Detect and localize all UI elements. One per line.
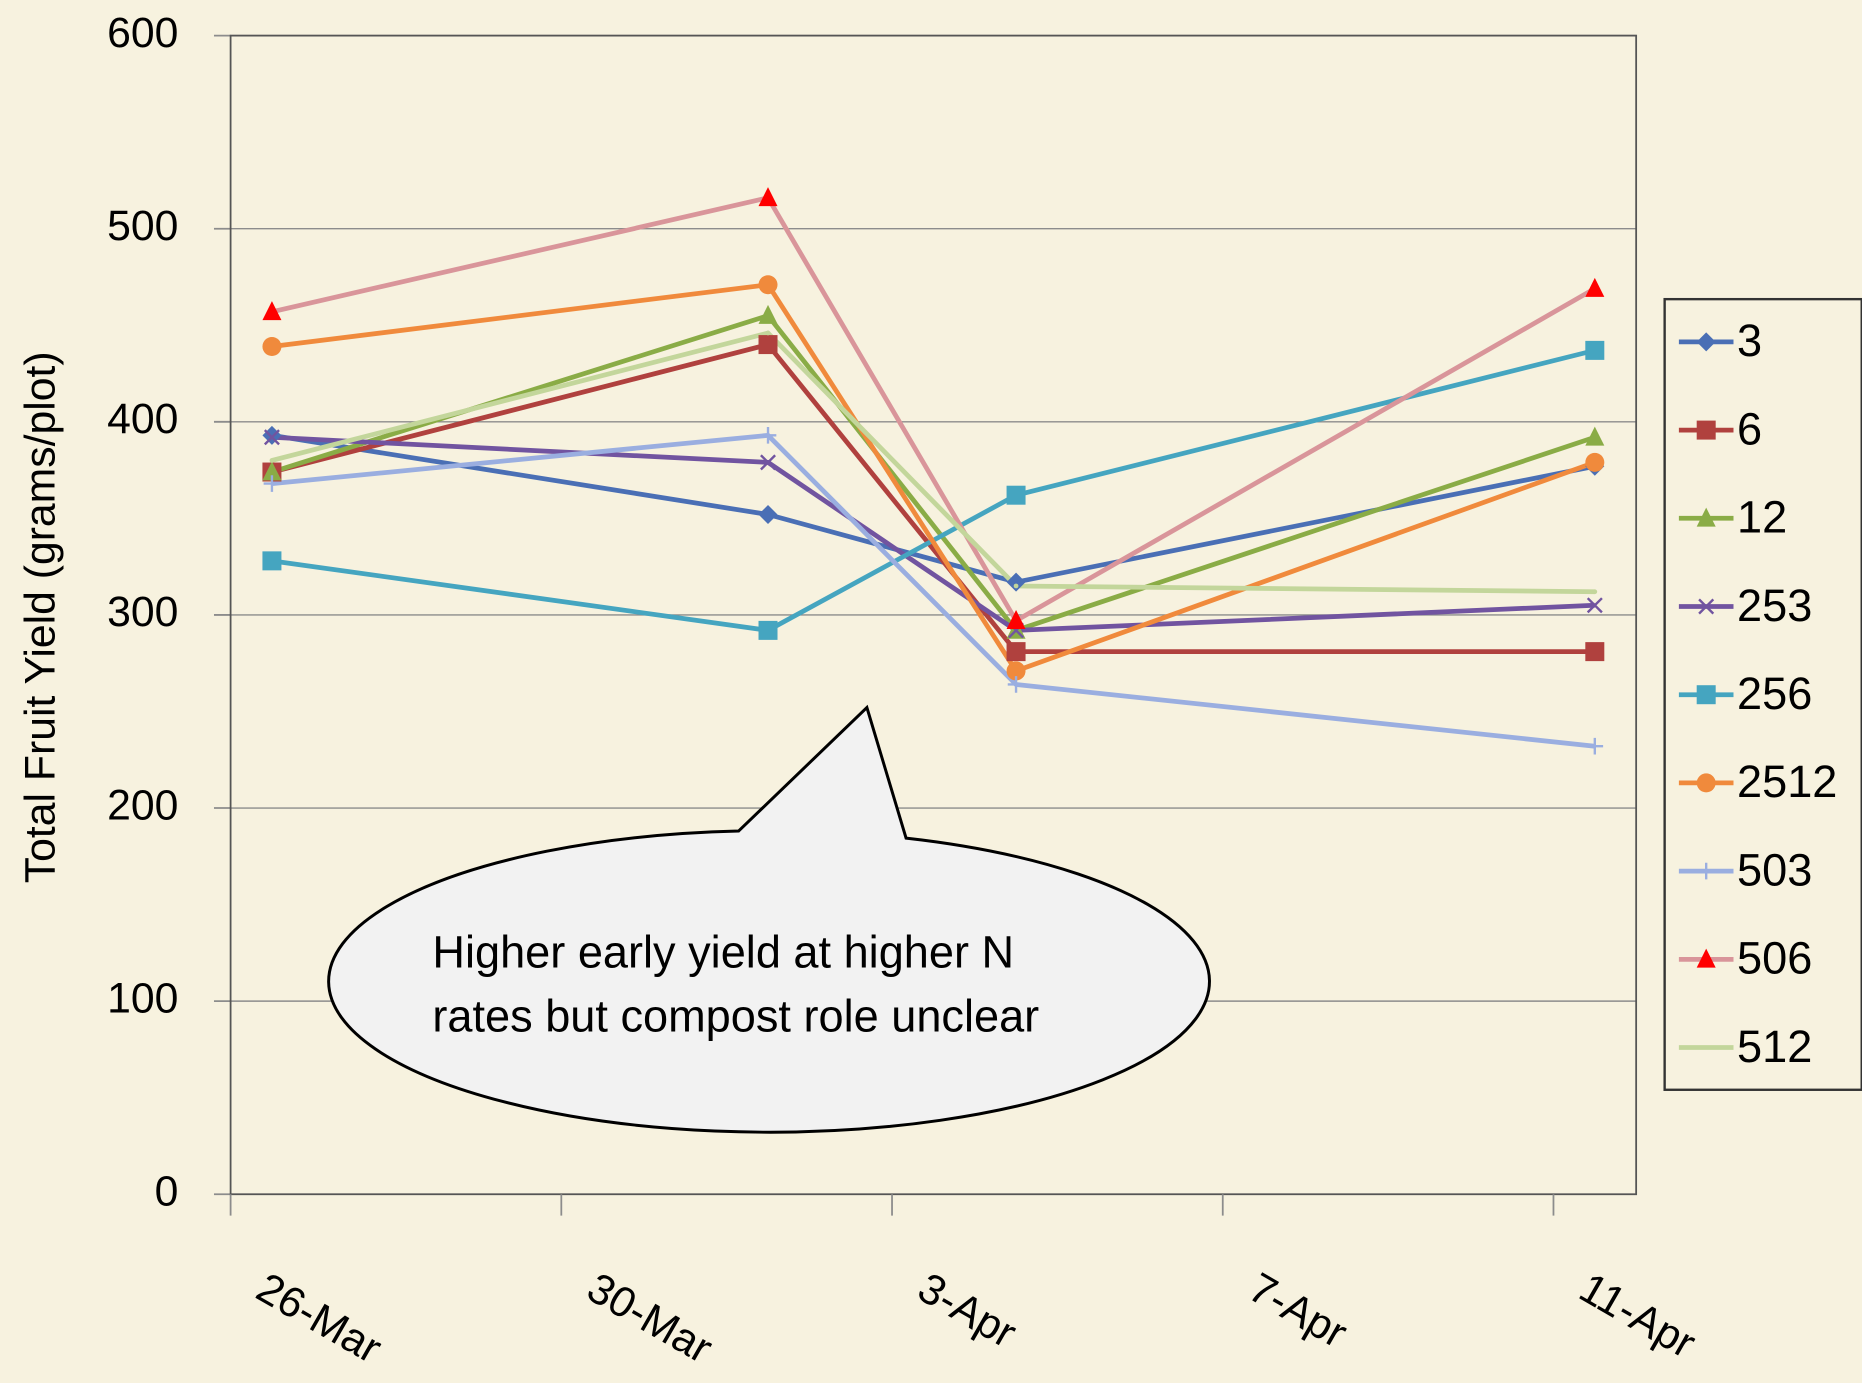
series-line (271, 195, 1596, 624)
point (1586, 737, 1604, 755)
series-line (271, 282, 1596, 674)
point (1006, 485, 1026, 505)
point (262, 337, 282, 357)
legend-label: 3 (1737, 315, 1762, 366)
legend-label: 2512 (1737, 756, 1837, 807)
legend-marker (1696, 332, 1716, 352)
point (1013, 583, 1019, 589)
y-tick-label: 500 (107, 202, 178, 250)
series-line (271, 342, 1595, 654)
series-line (271, 330, 1595, 595)
point (758, 187, 778, 207)
point (1585, 340, 1605, 360)
y-tick-label: 200 (107, 781, 178, 829)
point (1585, 642, 1605, 662)
legend-marker (1696, 507, 1716, 527)
legend-marker (1698, 598, 1715, 615)
point (262, 425, 282, 445)
legend-marker (1696, 948, 1716, 968)
point (263, 475, 281, 492)
legend-label: 256 (1737, 668, 1812, 719)
y-tick-label: 100 (107, 974, 178, 1022)
point (1585, 277, 1605, 297)
point (1007, 676, 1025, 693)
legend: 3 6 12 253 256 2512 503 506 512 (1663, 297, 1862, 1091)
point (1585, 452, 1605, 472)
point (1592, 589, 1598, 595)
annotation: Higher early yield at higher N (432, 927, 1014, 978)
series-line (271, 434, 1595, 633)
point (758, 275, 778, 295)
legend-marker (1696, 420, 1716, 440)
point (262, 461, 282, 481)
callout (327, 704, 1211, 1134)
y-tick-label: 400 (107, 395, 178, 443)
legend-label: 6 (1737, 403, 1762, 454)
legend-marker (1696, 685, 1716, 705)
point (269, 458, 275, 463)
y-tick-label: 300 (107, 588, 178, 636)
legend-label: 512 (1737, 1021, 1812, 1072)
point (1586, 597, 1603, 614)
point (758, 335, 778, 355)
legend-marker (1696, 773, 1716, 793)
point (1585, 426, 1605, 446)
legend-label: 506 (1737, 933, 1812, 984)
point (1006, 610, 1026, 630)
point (758, 620, 778, 640)
y-axis-label: Total Fruit Yield (grams/plot) (16, 351, 64, 883)
series-line (271, 432, 1596, 749)
legend-marker (1697, 862, 1715, 880)
series-line (271, 313, 1596, 633)
point (760, 454, 776, 471)
legend-label: 253 (1737, 580, 1812, 631)
point (765, 330, 771, 336)
point (263, 429, 280, 446)
point (1006, 661, 1026, 681)
plot-frame (229, 34, 1638, 1196)
legend-label: 12 (1737, 492, 1787, 543)
legend-label: 503 (1737, 844, 1812, 895)
point (262, 301, 282, 321)
point (758, 304, 778, 324)
point (759, 427, 777, 444)
y-tick-label: 0 (155, 1168, 179, 1216)
point (1006, 642, 1026, 662)
y-tick-label: 600 (107, 9, 178, 57)
point (262, 551, 282, 571)
annotation: rates but compost role unclear (432, 991, 1039, 1042)
